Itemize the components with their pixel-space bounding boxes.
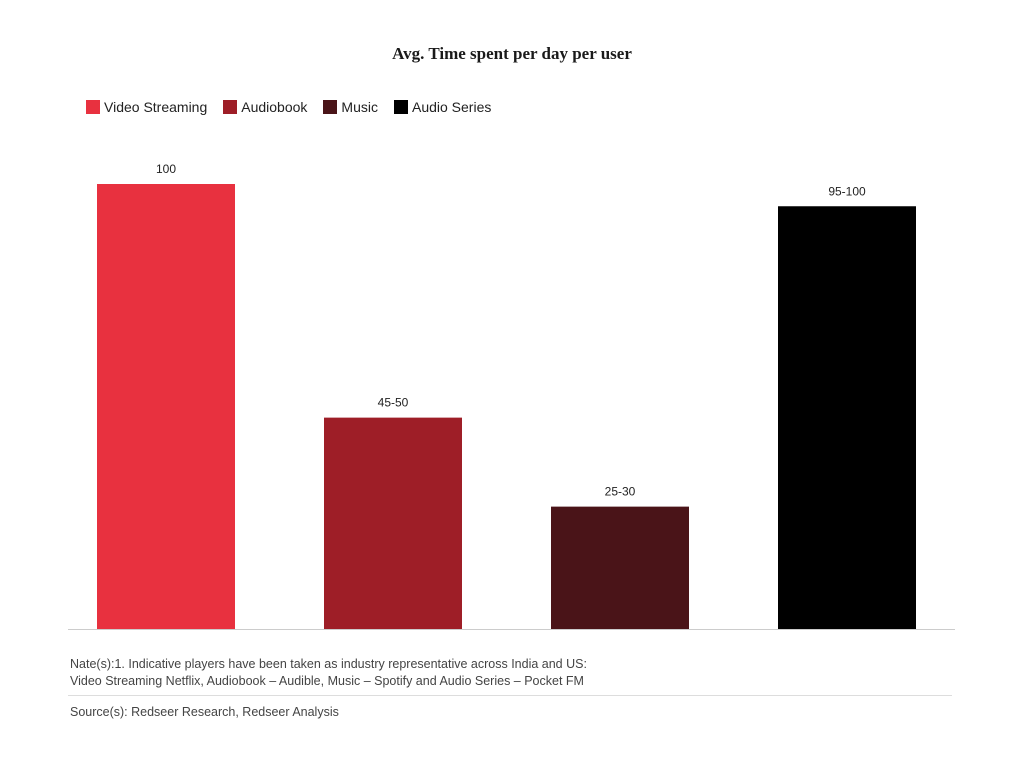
bar-music (551, 506, 689, 629)
note-line-2: Video Streaming Netflix, Audiobook – Aud… (70, 674, 584, 688)
data-label-audio-series: 95-100 (828, 184, 866, 198)
legend-label-music: Music (341, 99, 378, 115)
legend-item-audiobook: Audiobook (223, 99, 307, 115)
legend-swatch-video-streaming (86, 100, 100, 114)
chart-notes: Nate(s):1. Indicative players have been … (70, 656, 587, 690)
source-text: Source(s): Redseer Research, Redseer Ana… (70, 705, 339, 719)
legend-swatch-music (323, 100, 338, 114)
note-line-1: Nate(s):1. Indicative players have been … (70, 657, 587, 671)
footer-divider (68, 695, 952, 696)
legend-item-audio-series: Audio Series (393, 99, 492, 115)
data-label-music: 25-30 (605, 485, 636, 499)
data-label-video-streaming: 100 (156, 162, 176, 176)
bar-audio-series (778, 206, 916, 629)
chart-title: Avg. Time spent per day per user (392, 44, 632, 63)
bar-chart: 100 45-50 25-30 95-100 (68, 162, 955, 630)
legend-swatch-audio-series (393, 100, 408, 114)
chart-legend: Video Streaming Audiobook Music Audio Se… (86, 99, 507, 115)
legend-label-video-streaming: Video Streaming (104, 99, 208, 115)
legend-label-audiobook: Audiobook (241, 99, 308, 115)
bar-video-streaming (97, 184, 235, 629)
legend-label-audio-series: Audio Series (411, 99, 492, 115)
legend-item-music: Music (323, 99, 378, 115)
legend-item-video-streaming: Video Streaming (86, 99, 207, 115)
legend-swatch-audiobook (223, 100, 238, 114)
data-label-audiobook: 45-50 (378, 396, 409, 410)
bar-audiobook (324, 417, 462, 629)
